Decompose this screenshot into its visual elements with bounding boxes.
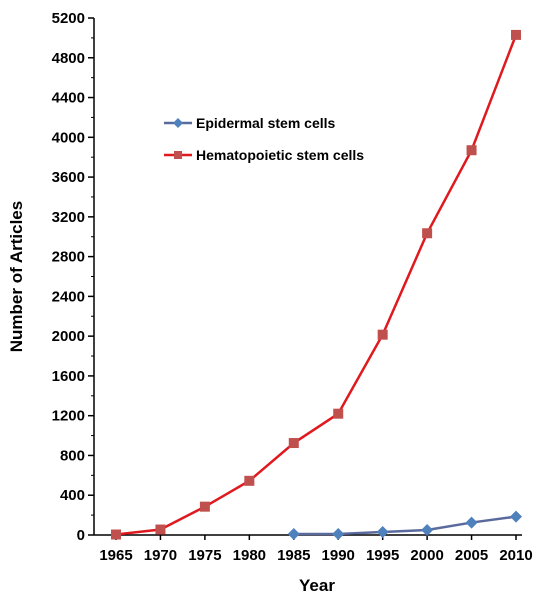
data-point [287, 528, 300, 541]
data-point [377, 329, 388, 340]
data-point [244, 475, 255, 486]
legend-label-epidermal: Epidermal stem cells [196, 115, 336, 131]
data-point [376, 526, 389, 539]
data-point [332, 528, 345, 541]
x-tick-label: 1965 [99, 547, 132, 564]
y-tick-label: 400 [60, 487, 85, 504]
y-tick-label: 2000 [52, 328, 85, 345]
data-point [510, 510, 522, 523]
y-axis-title: Number of Articles [7, 201, 26, 352]
y-tick-label: 3200 [52, 209, 85, 226]
legend-label-hematopoietic: Hematopoietic stem cells [196, 147, 364, 163]
x-tick-label: 2010 [499, 547, 532, 564]
series-epidermal [287, 510, 522, 541]
y-axis-ticks: 0 400 800 1200 1600 2000 2400 2800 3200 3600 4000 4… [52, 10, 94, 544]
x-tick-label: 1975 [188, 547, 221, 564]
y-tick-label: 800 [60, 447, 85, 464]
legend: Epidermal stem cells Hematopoietic stem … [164, 115, 364, 163]
x-axis-title: Year [299, 576, 335, 595]
series-layer [111, 29, 522, 541]
y-tick-label: 4400 [52, 90, 85, 107]
x-tick-label: 1990 [322, 547, 355, 564]
y-tick-label: 3600 [52, 169, 85, 186]
data-point [465, 516, 478, 529]
legend-marker-epidermal [173, 118, 183, 128]
y-tick-label: 5200 [52, 10, 85, 27]
legend-item-hematopoietic: Hematopoietic stem cells [164, 147, 364, 163]
data-point [511, 29, 521, 40]
legend-marker-hematopoietic [174, 151, 182, 159]
series-line [115, 34, 518, 536]
data-point [199, 501, 210, 512]
legend-item-epidermal: Epidermal stem cells [164, 115, 336, 131]
data-point [288, 438, 299, 449]
data-point [155, 524, 166, 535]
y-tick-label: 0 [77, 527, 85, 544]
data-point [333, 408, 344, 419]
y-tick-label: 4000 [52, 129, 85, 146]
y-tick-label: 1600 [52, 368, 85, 385]
data-point [466, 145, 477, 156]
x-tick-label: 2005 [455, 547, 488, 564]
y-tick-label: 4800 [52, 50, 85, 67]
x-tick-label: 1970 [144, 547, 177, 564]
series-line [293, 515, 517, 536]
x-tick-label: 1995 [366, 547, 399, 564]
data-point [421, 524, 434, 537]
series-hematopoietic [111, 29, 521, 540]
x-axis-ticks: 1965 1970 1975 1980 1985 1990 1995 2000 2005 2010 [99, 535, 533, 564]
y-tick-label: 2800 [52, 249, 85, 266]
data-point [422, 228, 433, 239]
x-tick-label: 2000 [410, 547, 443, 564]
x-tick-label: 1980 [233, 547, 266, 564]
data-point [111, 529, 121, 540]
y-tick-label: 2400 [52, 288, 85, 305]
y-tick-label: 1200 [52, 408, 85, 425]
x-tick-label: 1985 [277, 547, 310, 564]
